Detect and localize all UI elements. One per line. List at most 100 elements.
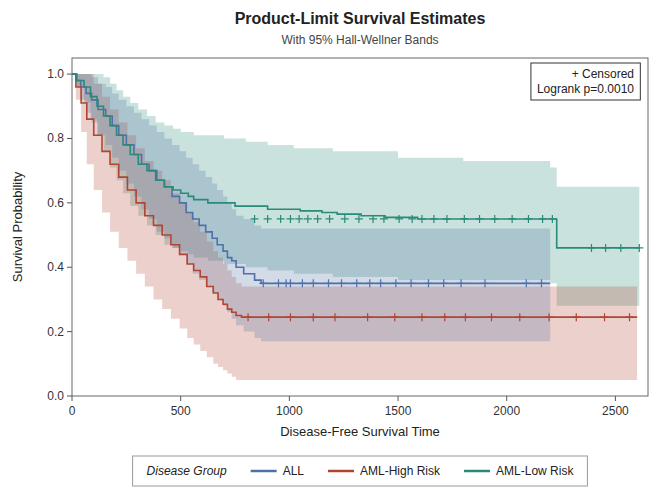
y-tick-label: 0.4	[47, 260, 64, 274]
plot-frame	[72, 58, 648, 396]
censor-mark	[524, 215, 532, 223]
censor-mark	[314, 215, 322, 223]
legend-label: AML-High Risk	[360, 464, 441, 478]
censor-mark	[277, 215, 285, 223]
annotation-box: + CensoredLogrank p=0.0010	[531, 63, 640, 100]
censor-mark	[537, 279, 545, 287]
censor-mark	[587, 244, 595, 252]
censor-mark	[508, 215, 516, 223]
legend-swatch	[328, 470, 354, 473]
censor-mark	[264, 215, 272, 223]
y-tick	[67, 396, 72, 397]
censor-mark	[364, 313, 372, 321]
censor-mark	[461, 313, 469, 321]
censor-mark	[309, 279, 317, 287]
y-tick	[67, 331, 72, 332]
chart: Product-Limit Survival Estimates With 95%…	[0, 0, 666, 500]
censor-mark	[635, 244, 643, 252]
censor-mark	[441, 313, 449, 321]
censor-mark	[408, 215, 416, 223]
censor-mark	[548, 215, 556, 223]
x-tick	[289, 396, 290, 401]
y-tick-label: 0.6	[47, 196, 64, 210]
y-tick-label: 0.0	[47, 389, 64, 403]
censor-mark	[353, 279, 361, 287]
censor-mark	[377, 279, 385, 287]
x-tick	[615, 396, 616, 401]
censor-mark	[522, 279, 530, 287]
censor-mark	[430, 215, 438, 223]
y-tick	[67, 138, 72, 139]
x-tick-label: 0	[69, 404, 76, 418]
censor-mark	[338, 279, 346, 287]
censor-mark	[392, 279, 400, 287]
censor-mark	[380, 215, 388, 223]
censor-mark	[545, 313, 553, 321]
legend-swatch	[251, 470, 277, 473]
y-tick	[67, 202, 72, 203]
censor-mark	[286, 215, 294, 223]
censor-mark	[424, 279, 432, 287]
censor-mark	[516, 313, 524, 321]
x-tick-label: 2500	[602, 404, 629, 418]
y-tick-label: 0.2	[47, 325, 64, 339]
x-tick	[506, 396, 507, 401]
censor-mark	[601, 313, 609, 321]
legend-swatch	[464, 470, 490, 473]
censor-mark	[476, 215, 484, 223]
legend-items: Disease Group ALL AML-High Risk AML-Low Ris…	[147, 464, 575, 478]
censor-mark	[418, 313, 426, 321]
censor-mark	[286, 313, 294, 321]
title: Product-Limit Survival Estimates	[235, 10, 486, 27]
censor-mark	[259, 279, 267, 287]
confidence-band	[72, 74, 550, 341]
censor-mark	[460, 215, 468, 223]
x-axis-label: Disease-Free Survival Time	[280, 424, 440, 439]
confidence-band	[72, 74, 637, 380]
x-tick-label: 1000	[276, 404, 303, 418]
censor-mark	[491, 215, 499, 223]
censor-mark	[457, 279, 465, 287]
censor-mark	[418, 215, 426, 223]
censor-mark	[539, 215, 547, 223]
annotation-frame	[531, 63, 640, 100]
censor-mark	[298, 279, 306, 287]
survival-curve	[72, 74, 550, 283]
x-tick-label: 2000	[493, 404, 520, 418]
censor-mark	[391, 313, 399, 321]
legend-label: ALL	[283, 464, 305, 478]
censor-mark	[331, 313, 339, 321]
axes: 050010001500200025000.00.20.40.60.81.0Di…	[10, 67, 629, 439]
censor-mark	[286, 279, 294, 287]
censor-mark	[488, 313, 496, 321]
censor-mark	[366, 279, 374, 287]
y-tick-label: 1.0	[47, 67, 64, 81]
censor-mark	[326, 215, 334, 223]
censor-mark	[265, 313, 273, 321]
background	[0, 0, 666, 500]
y-tick	[67, 267, 72, 268]
censor-mark	[295, 215, 303, 223]
x-tick-label: 500	[171, 404, 191, 418]
censor-mark	[481, 279, 489, 287]
censor-mark	[341, 215, 349, 223]
subtitle: With 95% Hall-Wellner Bands	[281, 33, 438, 47]
censor-mark	[304, 215, 312, 223]
legend-title: Disease Group	[147, 464, 227, 478]
censor-mark	[443, 215, 451, 223]
censor-mark	[309, 313, 317, 321]
y-tick	[67, 74, 72, 75]
annotation-line: Logrank p=0.0010	[537, 82, 634, 96]
legend-label: AML-Low Risk	[496, 464, 574, 478]
x-tick-label: 1500	[385, 404, 412, 418]
survival-curve	[72, 74, 637, 317]
censor-mark	[440, 279, 448, 287]
annotation: + CensoredLogrank p=0.0010	[537, 67, 634, 96]
legend-frame	[133, 456, 588, 486]
censor-mark	[355, 215, 363, 223]
censor-mark	[244, 313, 252, 321]
annotation-line: + Censored	[572, 67, 634, 81]
censor-mark	[407, 279, 415, 287]
censor-mark	[572, 313, 580, 321]
censor-mark	[602, 244, 610, 252]
